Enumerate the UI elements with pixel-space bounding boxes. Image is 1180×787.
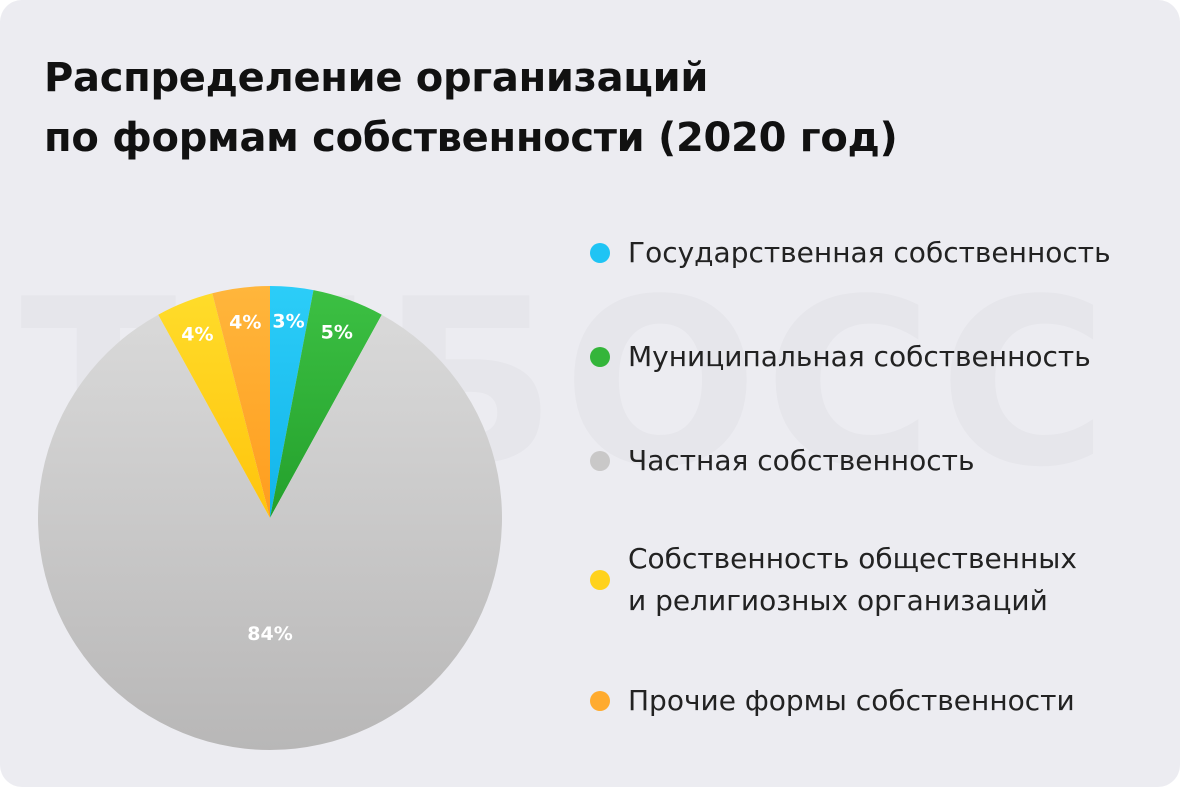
chart-title-line-2: по формам собственности (2020 год) xyxy=(44,115,898,161)
legend-label: Частная собственность xyxy=(628,444,975,477)
pie-slice-municipal xyxy=(270,290,382,518)
pie-slice-private xyxy=(37,314,503,750)
pie-slice-state xyxy=(270,286,314,518)
chart-title: Распределение организаций по формам собс… xyxy=(44,48,898,168)
legend-label: Государственная собственность xyxy=(628,236,1111,269)
legend-dot-blue xyxy=(590,243,610,263)
legend-dot-yellow xyxy=(590,570,610,590)
pie-slice-other xyxy=(212,286,270,518)
legend-dot-orange xyxy=(590,691,610,711)
legend-label: Муниципальная собственность xyxy=(628,340,1091,373)
pie-label-public-religious: 4% xyxy=(181,324,213,346)
legend-item-state: Государственная собственность xyxy=(590,232,1111,274)
pie-label-municipal: 5% xyxy=(321,321,353,343)
legend-dot-gray xyxy=(590,451,610,471)
legend-item-public-religious: Собственность общественных и религиозных… xyxy=(590,538,1077,622)
legend-item-municipal: Муниципальная собственность xyxy=(590,336,1091,378)
legend-item-private: Частная собственность xyxy=(590,440,974,482)
legend-label: Собственность общественных и религиозных… xyxy=(628,542,1077,617)
pie-label-state: 3% xyxy=(272,311,304,333)
pie-chart: 3% 5% 84% 4% 4% xyxy=(37,286,503,750)
chart-title-line-1: Распределение организаций xyxy=(44,55,709,101)
pie-label-other: 4% xyxy=(229,311,261,333)
legend-item-other: Прочие формы собственности xyxy=(590,680,1075,722)
legend-label: Прочие формы собственности xyxy=(628,684,1075,717)
pie-label-private: 84% xyxy=(247,623,292,645)
pie-slice-public-religious xyxy=(158,293,270,518)
legend-dot-green xyxy=(590,347,610,367)
